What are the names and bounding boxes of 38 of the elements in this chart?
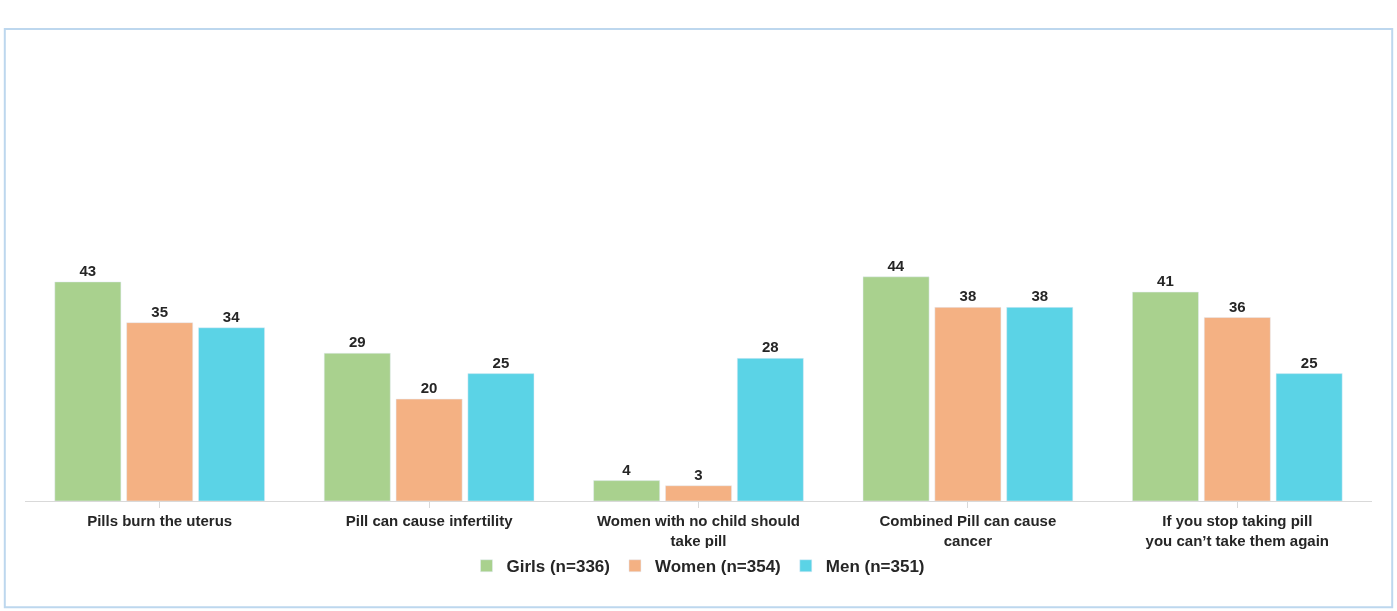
data-label: 20	[420, 379, 438, 397]
data-label: 28	[762, 338, 779, 356]
data-label: 3	[694, 465, 703, 483]
legend-label: Women (n=354)	[654, 557, 781, 577]
x-tick-label: Women with no child should take pill	[596, 512, 801, 549]
bar	[467, 373, 535, 501]
bar	[593, 480, 660, 501]
bar	[1132, 291, 1199, 501]
legend-label: Men (n=351)	[825, 557, 925, 577]
bar	[395, 398, 463, 501]
data-label: 41	[1157, 272, 1174, 290]
bar	[1275, 373, 1343, 501]
x-tick-label: Pills burn the uterus	[87, 512, 233, 529]
bar	[323, 352, 391, 501]
legend-label: Girls (n=336)	[506, 557, 610, 577]
data-label: 36	[1228, 297, 1246, 315]
bar	[665, 485, 732, 501]
x-tick-label: Pill can cause infertility	[345, 512, 514, 529]
data-label: 44	[887, 256, 905, 274]
bar	[126, 322, 193, 501]
bar	[1204, 317, 1271, 501]
bar	[1006, 307, 1074, 501]
bar	[54, 281, 122, 501]
data-label: 38	[959, 287, 977, 305]
data-label: 25	[492, 353, 510, 371]
bar	[862, 276, 930, 501]
bar	[737, 358, 804, 501]
bar	[934, 307, 1002, 501]
x-tick-label: If you stop taking pill you can’t take them again	[1145, 512, 1329, 549]
bar	[198, 327, 265, 501]
data-label: 34	[222, 307, 241, 325]
data-label: 35	[151, 302, 169, 320]
data-label: 29	[348, 333, 366, 351]
data-label: 4	[622, 460, 632, 478]
data-label: 38	[1031, 287, 1049, 305]
x-tick-label: Combined Pill can cause cancer	[879, 512, 1057, 549]
data-label: 25	[1300, 353, 1318, 371]
data-label: 43	[79, 261, 97, 279]
